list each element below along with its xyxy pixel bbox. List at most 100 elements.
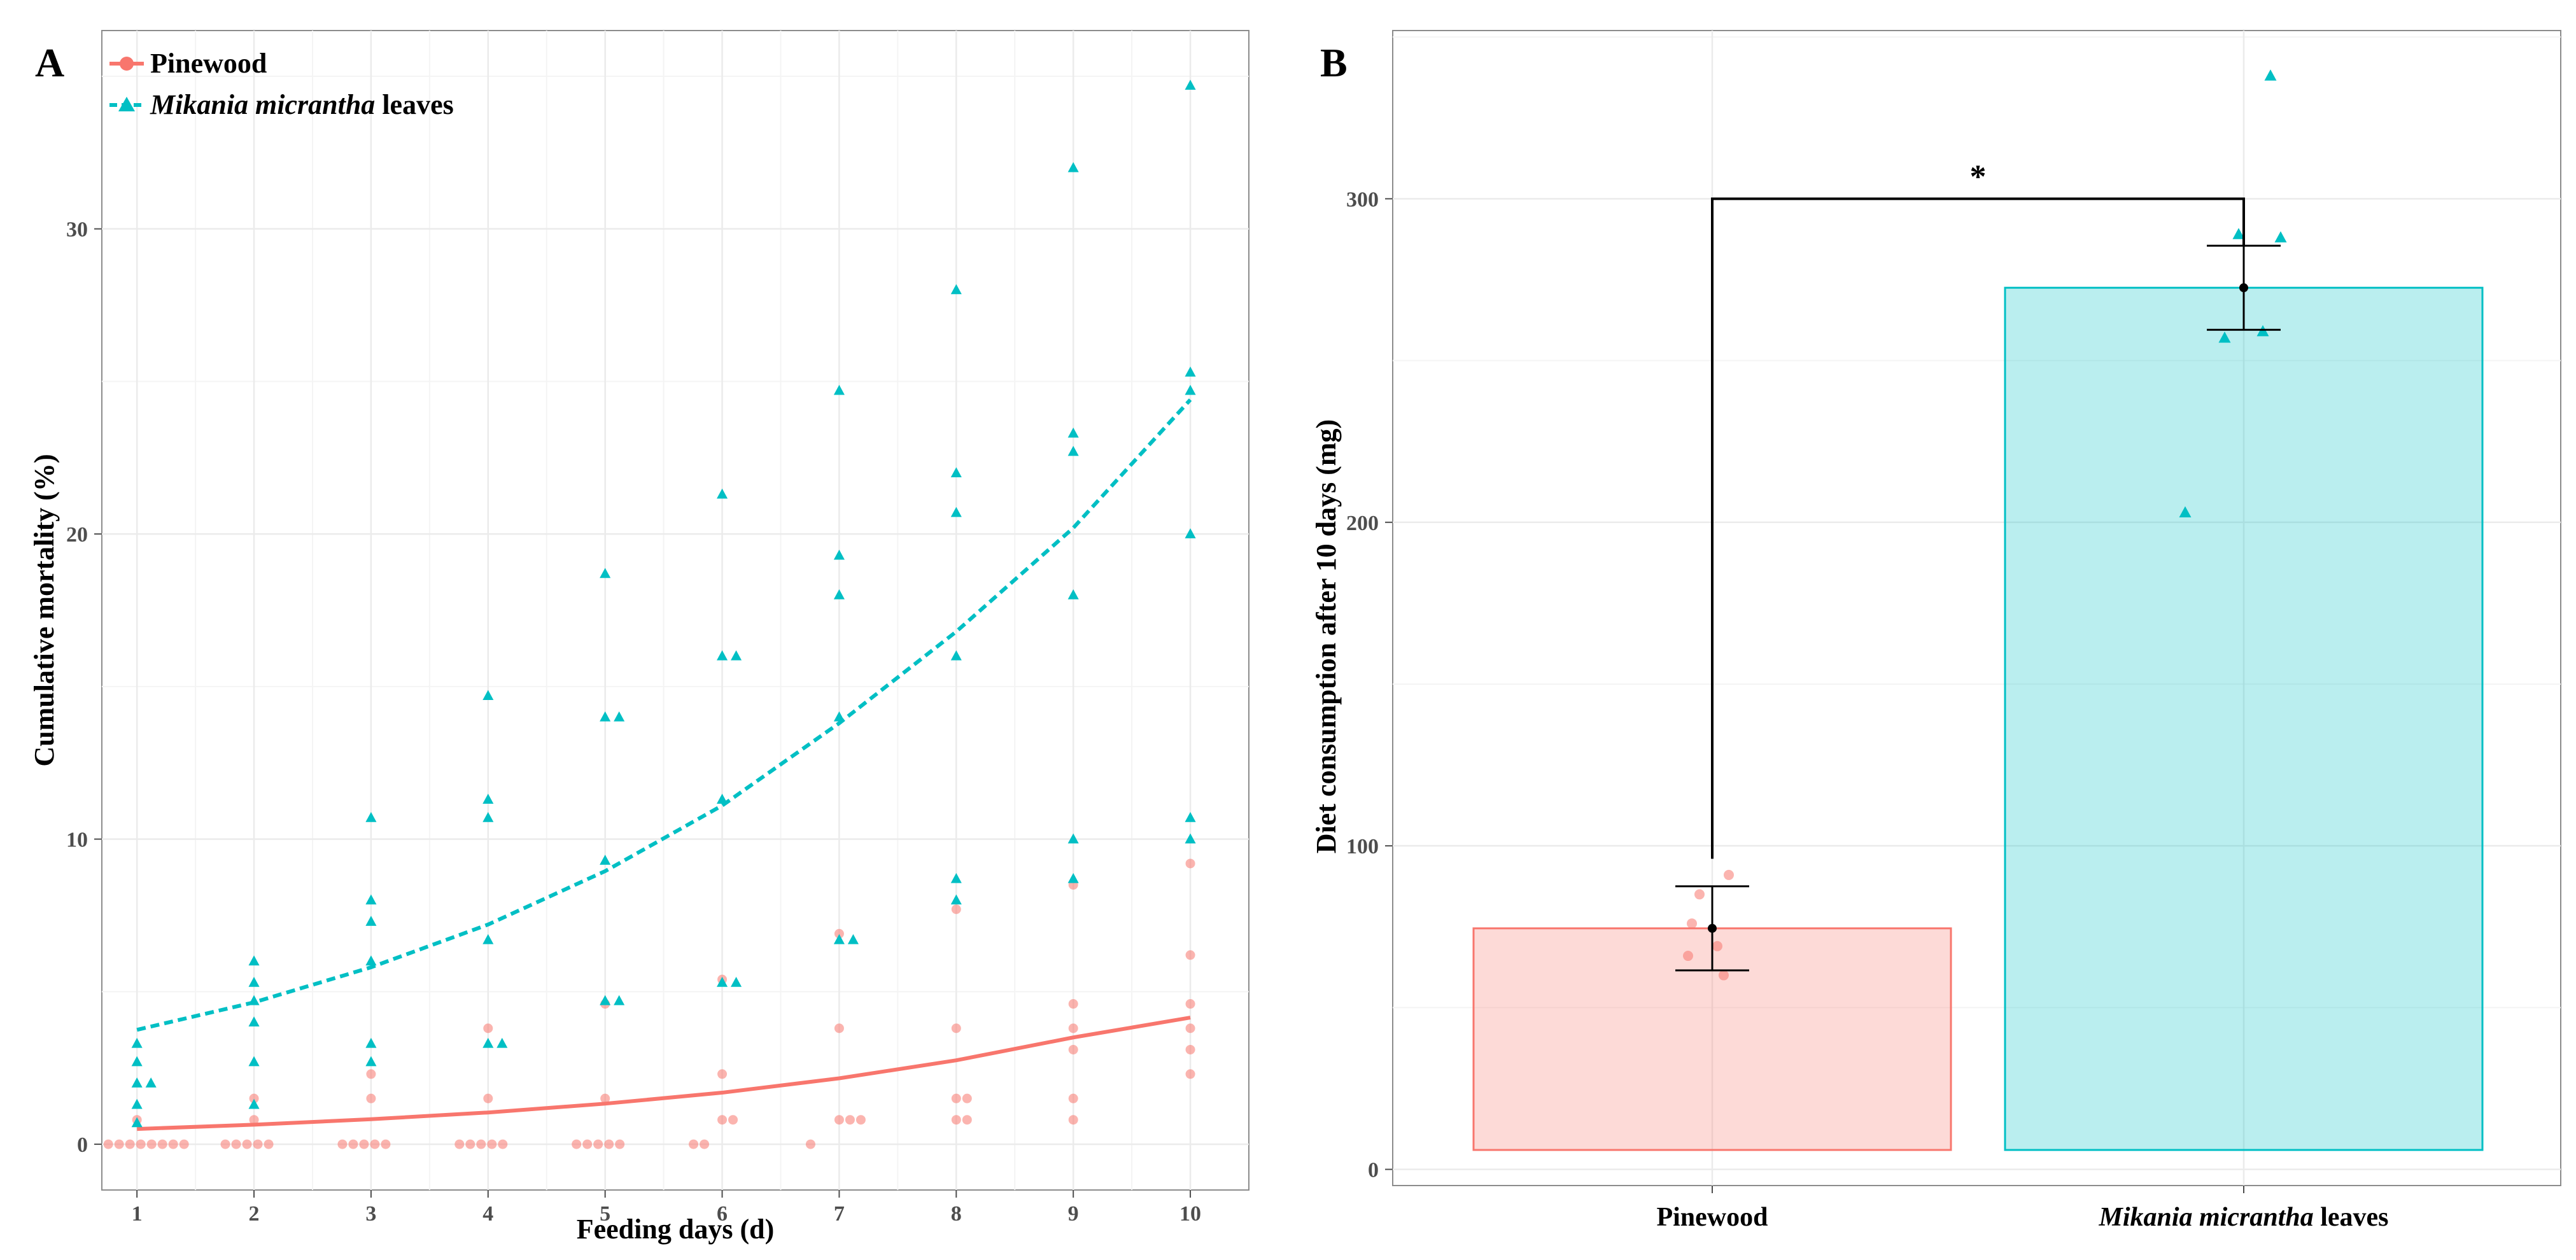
legend-circle-icon <box>120 57 134 71</box>
panel-b-x-label-mikania-suffix: leaves <box>2314 1203 2389 1232</box>
point-pinewood <box>370 1139 380 1149</box>
point-mikania <box>950 284 962 295</box>
x-tick-label: 3 <box>365 1202 376 1226</box>
point-pinewood <box>834 1115 844 1125</box>
point-pinewood <box>125 1139 135 1149</box>
point-pinewood <box>487 1139 497 1149</box>
trend-line-pinewood <box>137 1016 1191 1131</box>
point-mikania <box>482 794 494 804</box>
point-mikania <box>131 1056 143 1067</box>
point-pinewood <box>157 1139 167 1149</box>
point-mikania <box>950 894 962 905</box>
y-tick-label: 0 <box>1368 1159 1379 1182</box>
point-mikania <box>950 650 962 661</box>
point-mikania <box>482 690 494 701</box>
point-mikania <box>365 955 377 966</box>
panel-b-points <box>1683 69 2287 981</box>
point-pinewood <box>136 1139 146 1149</box>
point-mikania <box>365 1056 377 1067</box>
point-mikania <box>248 1016 260 1027</box>
legend-label-mikania-suffix: leaves <box>375 89 453 120</box>
panel-b-x-label-mikania: Mikania micrantha leaves <box>2098 1203 2388 1232</box>
panel-b-x-label-mikania-species: Mikania micrantha <box>2098 1203 2313 1232</box>
point-pinewood <box>728 1115 738 1125</box>
point-mikania <box>1067 833 1079 844</box>
significance-bracket <box>1711 197 2245 859</box>
point-pinewood <box>1724 869 1734 880</box>
point-mikania <box>131 1117 143 1128</box>
point-mikania <box>131 1037 143 1048</box>
point-mikania <box>833 549 845 560</box>
point-pinewood <box>483 1023 493 1033</box>
significance-label: * <box>1970 158 1987 195</box>
point-mikania <box>731 976 742 987</box>
point-pinewood <box>465 1139 475 1149</box>
x-tick-label: 5 <box>600 1202 610 1226</box>
point-mikania <box>731 650 742 661</box>
point-pinewood <box>103 1139 113 1149</box>
point-mikania <box>833 934 845 944</box>
point-pinewood <box>1712 941 1722 951</box>
point-mikania <box>833 711 845 722</box>
point-pinewood <box>1185 950 1195 960</box>
mean-point <box>1708 923 1717 933</box>
point-pinewood <box>1185 1044 1195 1054</box>
point-pinewood <box>1068 1044 1078 1054</box>
x-tick-label: 4 <box>482 1202 493 1226</box>
point-mikania <box>1067 445 1079 456</box>
panel-b-x-label-pinewood: Pinewood <box>1656 1203 1768 1232</box>
point-pinewood <box>179 1139 189 1149</box>
point-pinewood <box>498 1139 508 1149</box>
point-pinewood <box>582 1139 593 1149</box>
point-mikania <box>950 507 962 517</box>
panel-a-legend: Pinewood Mikania micrantha leaves <box>109 48 454 120</box>
point-pinewood <box>615 1139 625 1149</box>
point-mikania <box>950 467 962 477</box>
panel-a-letter: A <box>35 40 64 85</box>
point-pinewood <box>168 1139 178 1149</box>
panel-a-y-axis-title: Cumulative mortality (%) <box>29 454 60 766</box>
mean-point <box>2239 283 2248 293</box>
point-pinewood <box>951 1023 961 1033</box>
point-pinewood <box>454 1139 465 1149</box>
point-mikania <box>2179 506 2192 518</box>
panel-b-letter: B <box>1320 40 1348 85</box>
point-mikania <box>365 894 377 905</box>
point-mikania <box>833 589 845 599</box>
legend-triangle-icon <box>118 97 135 111</box>
point-mikania <box>833 384 845 395</box>
panel-a-x-axis-title: Feeding days (d) <box>577 1214 774 1245</box>
panel-a-grid <box>102 31 1249 1190</box>
point-pinewood <box>264 1139 274 1149</box>
point-pinewood <box>1185 1069 1195 1079</box>
x-tick-label: 10 <box>1179 1202 1201 1226</box>
x-tick-label: 1 <box>132 1202 143 1226</box>
y-tick-label: 20 <box>66 523 88 547</box>
point-mikania <box>600 568 611 578</box>
point-pinewood <box>146 1139 157 1149</box>
y-tick-label: 0 <box>77 1133 88 1157</box>
x-tick-label: 8 <box>951 1202 962 1226</box>
point-pinewood <box>855 1115 866 1125</box>
point-mikania <box>365 1037 377 1048</box>
point-mikania <box>365 916 377 926</box>
point-pinewood <box>1683 951 1693 962</box>
point-pinewood <box>348 1139 358 1149</box>
point-pinewood <box>366 1093 376 1103</box>
point-pinewood <box>600 1093 610 1103</box>
y-tick-label: 30 <box>66 218 88 242</box>
point-mikania <box>1067 872 1079 883</box>
point-pinewood <box>604 1139 614 1149</box>
point-pinewood <box>845 1115 855 1125</box>
point-mikania <box>482 1037 494 1048</box>
point-mikania <box>131 1098 143 1109</box>
point-pinewood <box>381 1139 391 1149</box>
point-pinewood <box>951 1093 961 1103</box>
panel-b-y-axis-title: Diet consumption after 10 days (mg) <box>1311 419 1342 853</box>
panel-a-ticks: 1 2 3 4 5 6 7 8 9 10 0 10 20 30 <box>66 218 1201 1226</box>
point-mikania <box>717 488 728 499</box>
point-pinewood <box>689 1139 699 1149</box>
legend-label-mikania-species: Mikania micrantha <box>150 89 375 120</box>
legend-label-mikania: Mikania micrantha leaves <box>150 89 454 120</box>
point-pinewood <box>242 1139 252 1149</box>
